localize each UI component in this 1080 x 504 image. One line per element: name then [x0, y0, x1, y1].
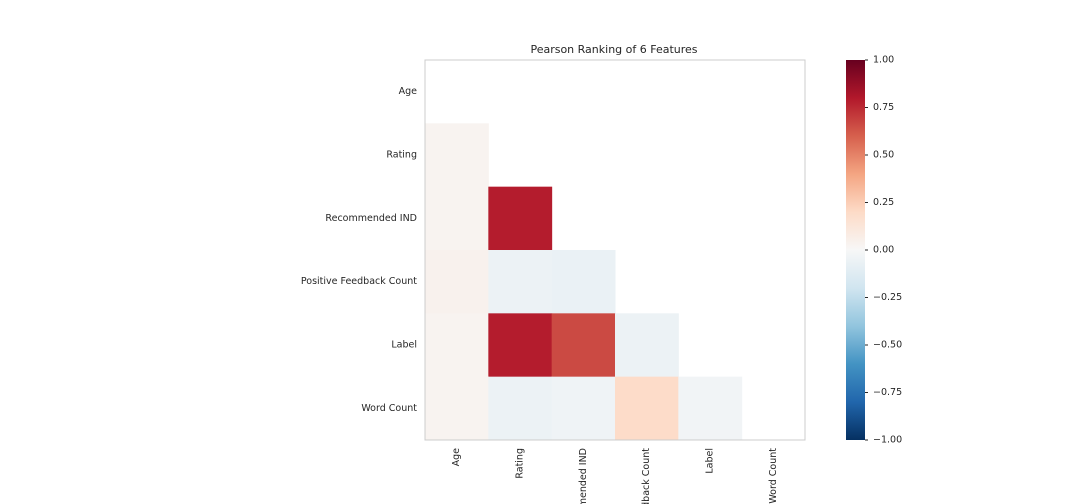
- heatmap-cell: [488, 313, 553, 378]
- heatmap-cell: [551, 376, 616, 441]
- heatmap-cell: [425, 376, 489, 441]
- heatmap-cell: [678, 376, 743, 441]
- heatmap-cell: [551, 313, 616, 378]
- heatmap-cell: [425, 250, 489, 314]
- colorbar-tick-label: −1.00: [873, 435, 902, 446]
- x-tick-label: Label: [705, 448, 716, 474]
- plot-frame: [424, 59, 806, 441]
- x-tick-label: Word Count: [768, 448, 779, 504]
- x-tick-label: Rating: [515, 448, 526, 479]
- heatmap-cell: [425, 186, 489, 251]
- y-tick-label: Rating: [386, 150, 417, 161]
- heatmap-cell: [425, 123, 489, 188]
- colorbar-tick-label: 0.25: [873, 197, 894, 208]
- y-tick-label: Word Count: [361, 403, 417, 414]
- colorbar-tick-label: −0.25: [873, 292, 902, 303]
- y-tick-label: Label: [391, 340, 417, 351]
- colorbar-tick-label: −0.50: [873, 340, 902, 351]
- colorbar: [846, 60, 865, 440]
- heatmap-cell: [488, 186, 553, 251]
- heatmap-cell: [615, 313, 679, 378]
- y-tick-label: Recommended IND: [325, 213, 417, 224]
- heatmap-cell: [488, 250, 553, 314]
- colorbar-tick-label: 1.00: [873, 55, 894, 66]
- y-tick-label: Positive Feedback Count: [301, 276, 417, 287]
- colorbar-tick-label: 0.00: [873, 245, 894, 256]
- chart-title: Pearson Ranking of 6 Features: [530, 43, 697, 56]
- x-tick-label: Age: [451, 448, 462, 467]
- heatmap-cell: [551, 250, 616, 314]
- colorbar-tick-label: 0.50: [873, 150, 894, 161]
- heatmap-cell: [615, 376, 679, 441]
- colorbar-tick-label: 0.75: [873, 102, 894, 113]
- heatmap-cell: [425, 313, 489, 378]
- x-tick-label: Positive Feedback Count: [641, 448, 652, 504]
- x-tick-label: Recommended IND: [578, 448, 589, 504]
- heatmap-cell: [488, 376, 553, 441]
- y-tick-label: Age: [399, 86, 418, 97]
- colorbar-tick-label: −0.75: [873, 387, 902, 398]
